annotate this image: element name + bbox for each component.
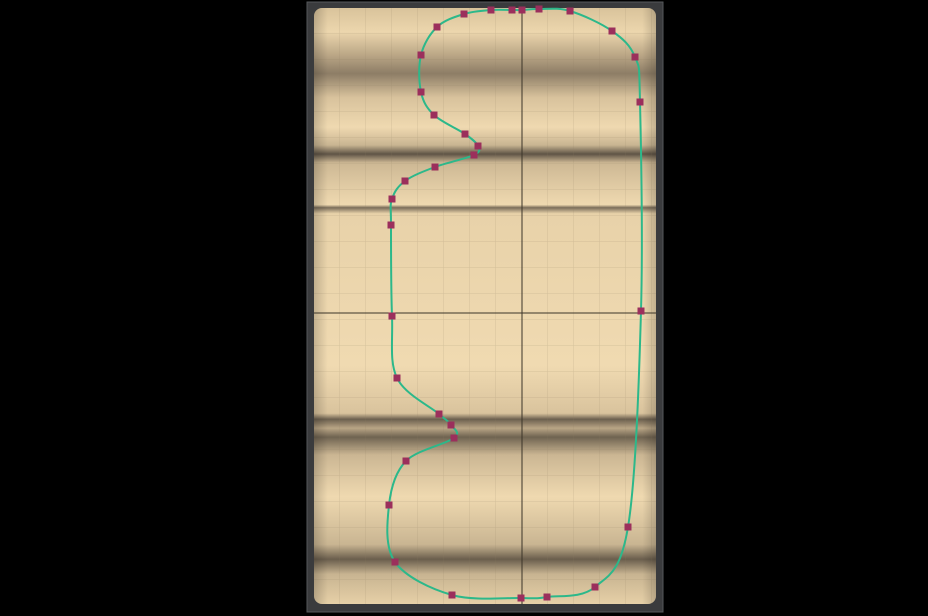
canvas-shade: [314, 8, 656, 604]
control-point[interactable]: [431, 112, 438, 119]
control-point[interactable]: [475, 143, 482, 150]
control-point[interactable]: [451, 435, 458, 442]
control-point[interactable]: [509, 7, 516, 14]
control-point[interactable]: [637, 99, 644, 106]
control-point[interactable]: [536, 6, 543, 13]
control-point[interactable]: [434, 24, 441, 31]
control-point[interactable]: [632, 54, 639, 61]
control-point[interactable]: [389, 196, 396, 203]
profile-editor: [0, 0, 928, 616]
control-point[interactable]: [388, 222, 395, 229]
control-point[interactable]: [592, 584, 599, 591]
control-point[interactable]: [403, 458, 410, 465]
control-point[interactable]: [448, 422, 455, 429]
control-point[interactable]: [471, 152, 478, 159]
control-point[interactable]: [436, 411, 443, 418]
control-point[interactable]: [567, 8, 574, 15]
control-point[interactable]: [462, 131, 469, 138]
control-point[interactable]: [518, 595, 525, 602]
control-point[interactable]: [392, 559, 399, 566]
control-point[interactable]: [488, 7, 495, 14]
page: (() => { const svg = document.getElement…: [0, 0, 928, 616]
control-point[interactable]: [609, 28, 616, 35]
control-point[interactable]: [519, 7, 526, 14]
control-point[interactable]: [449, 592, 456, 599]
control-point[interactable]: [386, 502, 393, 509]
control-point[interactable]: [394, 375, 401, 382]
control-point[interactable]: [418, 89, 425, 96]
control-point[interactable]: [402, 178, 409, 185]
control-point[interactable]: [638, 308, 645, 315]
control-point[interactable]: [389, 313, 396, 320]
control-point[interactable]: [418, 52, 425, 59]
control-point[interactable]: [432, 164, 439, 171]
control-point[interactable]: [461, 11, 468, 18]
control-point[interactable]: [625, 524, 632, 531]
control-point[interactable]: [544, 594, 551, 601]
